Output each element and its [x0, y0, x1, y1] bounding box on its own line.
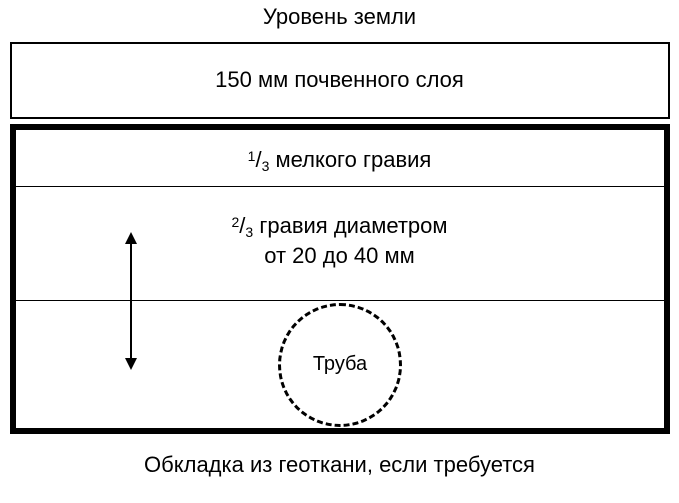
arrow-head-down-icon	[125, 358, 137, 370]
coarse-gravel-line1-tail: гравия диаметром	[253, 213, 447, 238]
diagram-trench-cross-section: Уровень земли 150 мм почвенного слоя 1/3…	[0, 0, 679, 503]
pipe-label: Труба	[290, 353, 390, 376]
depth-arrow	[130, 242, 132, 360]
layer-divider-2	[16, 300, 664, 301]
coarse-gravel-line2: от 20 до 40 мм	[264, 243, 415, 268]
soil-layer-label: 150 мм почвенного слоя	[0, 66, 679, 94]
geotextile-caption: Обкладка из геоткани, если требуется	[0, 452, 679, 478]
coarse-gravel-label: 2/3 гравия диаметром от 20 до 40 мм	[0, 212, 679, 269]
ground-level-label: Уровень земли	[0, 4, 679, 30]
fine-gravel-text: мелкого гравия	[269, 147, 431, 172]
fine-gravel-label: 1/3 мелкого гравия	[0, 146, 679, 176]
layer-divider-1	[16, 186, 664, 187]
